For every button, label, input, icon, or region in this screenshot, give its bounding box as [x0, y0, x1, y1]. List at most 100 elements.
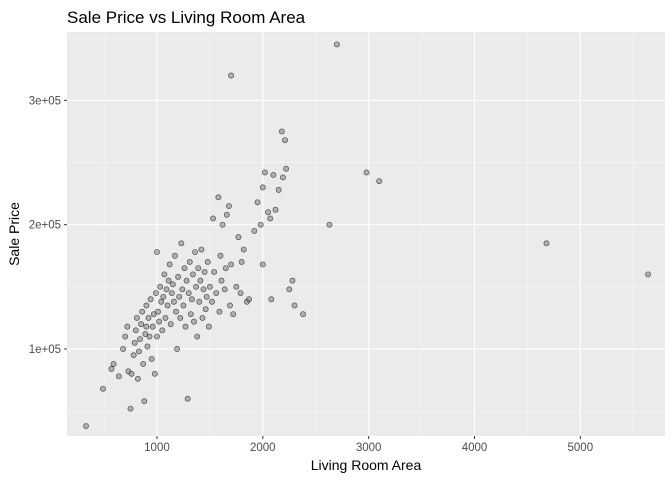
y-axis-title: Sale Price [6, 202, 22, 266]
data-point [141, 398, 148, 405]
y-tick-label: 3e+05 [29, 95, 61, 107]
data-point [268, 296, 275, 303]
data-point [222, 265, 229, 272]
data-point [190, 271, 196, 278]
data-point [196, 298, 203, 305]
data-point [185, 290, 192, 296]
data-point [187, 311, 194, 318]
data-point [282, 137, 288, 144]
data-point [162, 314, 169, 321]
data-point [83, 423, 90, 430]
data-point [201, 268, 208, 275]
data-point [197, 277, 204, 284]
data-point [161, 271, 168, 278]
data-point [139, 308, 146, 315]
data-point [191, 318, 197, 325]
data-point [166, 261, 173, 268]
data-point [100, 385, 106, 392]
data-point [130, 352, 137, 359]
data-point [291, 302, 298, 309]
data-point [133, 314, 140, 321]
data-point [193, 283, 200, 290]
y-axis-ticks: 1e+05 2e+05 3e+05 [29, 95, 67, 356]
data-point [230, 311, 237, 318]
x-tick-label: 4000 [462, 442, 488, 454]
data-point [195, 265, 202, 272]
data-point [188, 296, 195, 303]
data-point [146, 333, 153, 340]
data-point [160, 293, 167, 300]
data-point [216, 308, 223, 315]
data-point [192, 249, 199, 255]
data-point [240, 246, 247, 253]
data-point [194, 333, 201, 340]
data-point [205, 323, 212, 330]
data-point [204, 259, 211, 265]
data-point [211, 268, 218, 275]
x-tick-label: 2000 [250, 442, 276, 454]
data-point [228, 261, 235, 268]
plot-panel [67, 32, 665, 436]
data-point [145, 314, 152, 321]
data-point [221, 286, 228, 293]
data-point [170, 298, 177, 305]
data-point [177, 314, 184, 321]
data-point [173, 308, 179, 315]
data-point [149, 323, 156, 330]
data-point [200, 286, 207, 293]
data-point [157, 283, 164, 290]
data-point [645, 271, 652, 278]
data-point [151, 370, 158, 377]
data-point [289, 277, 296, 284]
data-point [206, 283, 213, 290]
data-point [213, 290, 220, 296]
data-point [181, 265, 188, 272]
data-point [152, 290, 159, 296]
data-point [180, 302, 187, 309]
data-point [167, 321, 174, 328]
x-tick-label: 3000 [356, 442, 382, 454]
data-point [179, 286, 186, 293]
data-point [278, 128, 285, 135]
data-point [286, 286, 293, 293]
data-point [163, 286, 170, 293]
data-point [122, 333, 129, 340]
data-point [251, 227, 258, 234]
data-point [225, 203, 232, 209]
data-point [186, 259, 193, 265]
data-point [261, 169, 268, 176]
data-point [147, 296, 154, 303]
data-point [182, 323, 189, 330]
data-point [270, 172, 277, 178]
data-point [138, 321, 145, 328]
data-point [203, 293, 210, 300]
data-point [148, 355, 155, 362]
data-point [257, 221, 264, 228]
data-point [228, 72, 235, 79]
data-point [218, 277, 225, 284]
data-point [132, 327, 139, 334]
data-point [174, 346, 181, 352]
data-point [169, 281, 176, 288]
data-point [168, 290, 175, 296]
data-point [202, 306, 209, 313]
x-axis-title: Living Room Area [311, 457, 422, 473]
x-tick-label: 1000 [144, 442, 170, 454]
data-point [176, 293, 183, 300]
data-point [155, 308, 161, 315]
data-point [120, 346, 127, 352]
data-point [259, 184, 266, 191]
data-point [237, 290, 244, 296]
data-point [198, 246, 205, 253]
data-point [215, 194, 222, 201]
data-point [137, 336, 143, 342]
x-tick-label: 5000 [568, 442, 594, 454]
data-point [165, 277, 172, 284]
data-point [172, 252, 178, 259]
data-point [136, 348, 142, 355]
data-point [235, 234, 242, 241]
data-point [272, 206, 279, 213]
data-point [543, 240, 550, 247]
data-point [175, 273, 182, 280]
